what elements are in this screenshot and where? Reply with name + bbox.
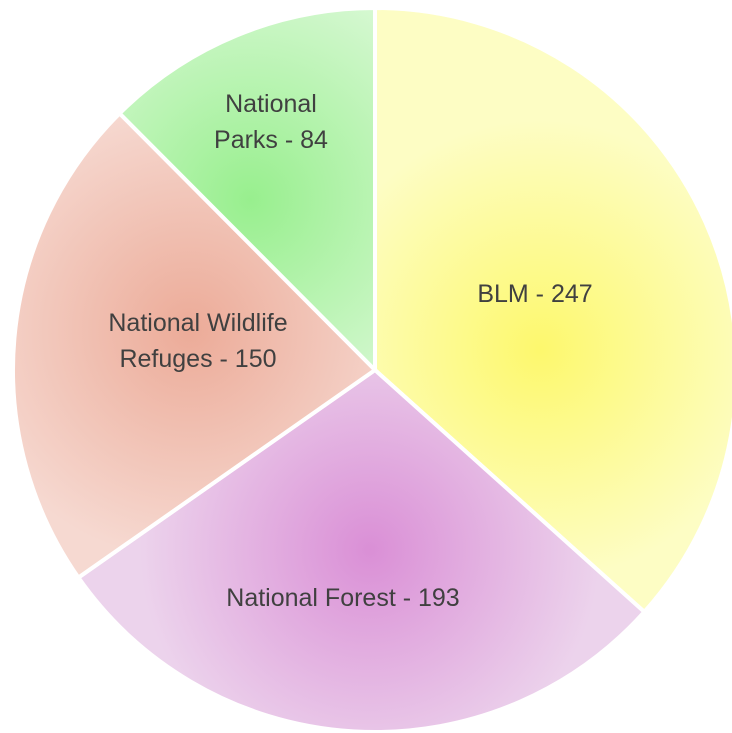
slice-label-national-forest: National Forest - 193 — [226, 584, 459, 612]
labels-group: BLM - 247 National Forest - 193 National W… — [108, 90, 592, 612]
pie-slice-national-wildlife-refuges — [10, 111, 377, 580]
pie-slice-national-parks — [117, 6, 377, 372]
slice-label-national-wildlife-refuges: National Wildlife Refuges - 150 — [108, 309, 287, 373]
pie-slice-national-forest — [76, 368, 647, 733]
slice-label-blm: BLM - 247 — [477, 280, 592, 308]
pie-slice-blm — [373, 6, 732, 614]
slices-group — [10, 6, 732, 733]
slice-label-national-parks: National Parks - 84 — [214, 90, 328, 154]
